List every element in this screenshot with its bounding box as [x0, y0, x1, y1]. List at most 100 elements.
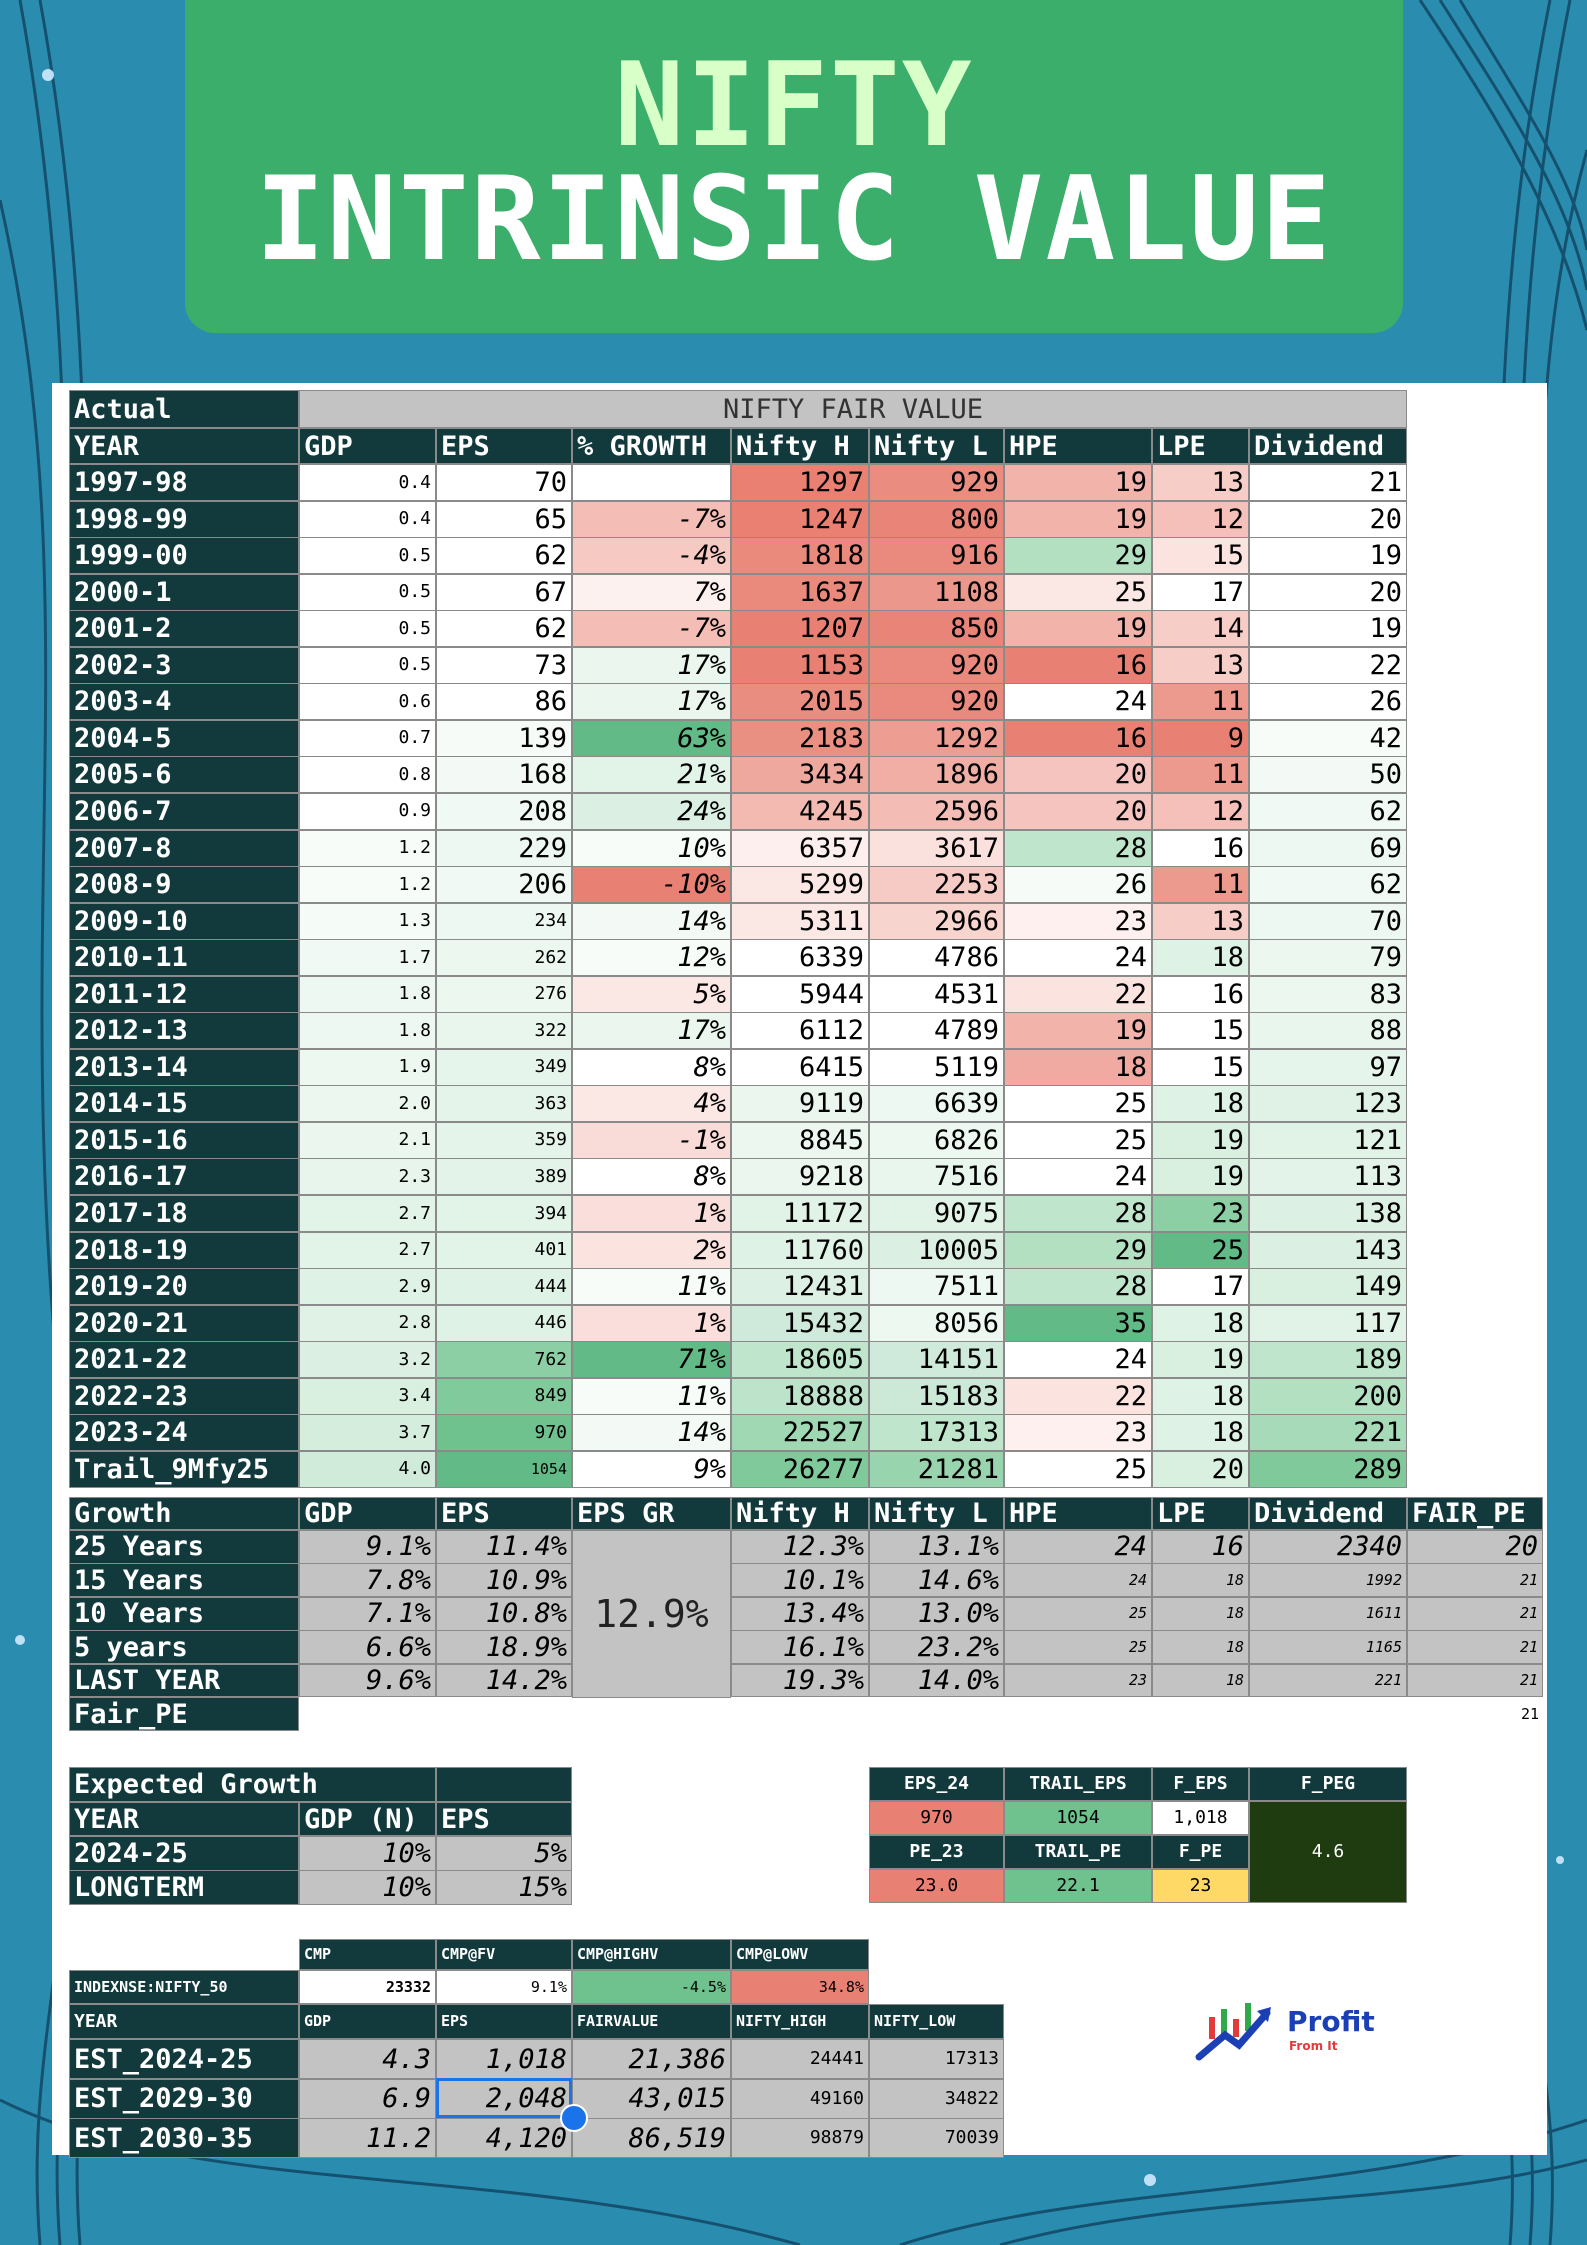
data-cell[interactable]: 0.4: [299, 464, 436, 502]
expected-cell[interactable]: 15%: [436, 1870, 572, 1905]
year-cell[interactable]: 2007-8: [69, 829, 299, 867]
cmp-header-1[interactable]: CMP@FV: [436, 1939, 572, 1970]
data-cell[interactable]: 322: [436, 1012, 572, 1050]
data-cell[interactable]: 2.7: [299, 1195, 436, 1233]
growth-cell[interactable]: 13.4%: [731, 1596, 869, 1631]
year-cell[interactable]: 2015-16: [69, 1121, 299, 1159]
growth-cell[interactable]: 14.2%: [436, 1663, 572, 1698]
data-cell[interactable]: 1818: [731, 537, 869, 575]
data-cell[interactable]: 916: [869, 537, 1004, 575]
data-cell[interactable]: 1%: [572, 1304, 731, 1342]
data-cell[interactable]: 23: [1004, 902, 1152, 940]
data-cell[interactable]: 18: [1152, 1377, 1249, 1415]
main-header-3[interactable]: % GROWTH: [572, 428, 731, 464]
data-cell[interactable]: 42: [1249, 719, 1407, 757]
data-cell[interactable]: 3434: [731, 756, 869, 794]
growth-header-3[interactable]: EPS GR: [572, 1497, 731, 1530]
f-peg-value[interactable]: 4.6: [1249, 1801, 1407, 1903]
data-cell[interactable]: 10005: [869, 1231, 1004, 1269]
growth-cell[interactable]: 18.9%: [436, 1630, 572, 1665]
year-cell[interactable]: 2020-21: [69, 1304, 299, 1342]
data-cell[interactable]: 18: [1152, 939, 1249, 977]
growth-cell[interactable]: 14.0%: [869, 1663, 1004, 1698]
growth-cell[interactable]: 19.3%: [731, 1663, 869, 1698]
est-header-2[interactable]: EPS: [436, 2004, 572, 2039]
cmp-value[interactable]: 34.8%: [731, 1970, 869, 2004]
data-cell[interactable]: 1054: [436, 1450, 572, 1488]
data-cell[interactable]: 23: [1004, 1414, 1152, 1452]
data-cell[interactable]: 17%: [572, 1012, 731, 1050]
data-cell[interactable]: 4786: [869, 939, 1004, 977]
data-cell[interactable]: 800: [869, 500, 1004, 538]
est-cell[interactable]: 98879: [731, 2118, 869, 2158]
data-cell[interactable]: 6826: [869, 1121, 1004, 1159]
data-cell[interactable]: 262: [436, 939, 572, 977]
growth-cell[interactable]: 24: [1004, 1563, 1152, 1598]
data-cell[interactable]: 0.5: [299, 573, 436, 611]
growth-cell[interactable]: 13.1%: [869, 1530, 1004, 1564]
data-cell[interactable]: 1%: [572, 1195, 731, 1233]
data-cell[interactable]: 920: [869, 683, 1004, 721]
data-cell[interactable]: 5944: [731, 975, 869, 1013]
selected-cell-outline[interactable]: [436, 2078, 572, 2118]
data-cell[interactable]: 8845: [731, 1121, 869, 1159]
data-cell[interactable]: 189: [1249, 1341, 1407, 1379]
est-row-label[interactable]: EST_2030-35: [69, 2118, 299, 2158]
data-cell[interactable]: 1247: [731, 500, 869, 538]
expected-cell[interactable]: 5%: [436, 1836, 572, 1871]
data-cell[interactable]: 1.8: [299, 1012, 436, 1050]
data-cell[interactable]: 221: [1249, 1414, 1407, 1452]
growth-header-1[interactable]: GDP: [299, 1497, 436, 1530]
eps-box-header[interactable]: TRAIL_EPS: [1004, 1767, 1152, 1801]
data-cell[interactable]: 6639: [869, 1085, 1004, 1123]
data-cell[interactable]: 62: [436, 610, 572, 648]
data-cell[interactable]: 394: [436, 1195, 572, 1233]
growth-cell[interactable]: 7.8%: [299, 1563, 436, 1598]
data-cell[interactable]: 20: [1004, 792, 1152, 830]
data-cell[interactable]: 11: [1152, 866, 1249, 904]
data-cell[interactable]: 389: [436, 1158, 572, 1196]
data-cell[interactable]: 15: [1152, 1012, 1249, 1050]
data-cell[interactable]: 850: [869, 610, 1004, 648]
year-cell[interactable]: 2010-11: [69, 939, 299, 977]
data-cell[interactable]: 1.3: [299, 902, 436, 940]
index-label[interactable]: INDEXNSE:NIFTY_50: [69, 1970, 299, 2004]
growth-cell[interactable]: 1165: [1249, 1630, 1407, 1665]
data-cell[interactable]: 1108: [869, 573, 1004, 611]
growth-cell[interactable]: 18: [1152, 1630, 1249, 1665]
main-table-corner[interactable]: Actual: [69, 390, 299, 428]
data-cell[interactable]: 24: [1004, 939, 1152, 977]
year-cell[interactable]: 2006-7: [69, 792, 299, 830]
data-cell[interactable]: 9119: [731, 1085, 869, 1123]
data-cell[interactable]: 20: [1249, 573, 1407, 611]
data-cell[interactable]: 29: [1004, 537, 1152, 575]
eps-box-value[interactable]: 23: [1152, 1869, 1249, 1903]
data-cell[interactable]: 62: [1249, 792, 1407, 830]
data-cell[interactable]: 0.5: [299, 646, 436, 684]
eps-box-value[interactable]: 23.0: [869, 1869, 1004, 1903]
year-cell[interactable]: 2004-5: [69, 719, 299, 757]
data-cell[interactable]: 25: [1004, 1121, 1152, 1159]
growth-cell[interactable]: 13.0%: [869, 1596, 1004, 1631]
year-cell[interactable]: 2011-12: [69, 975, 299, 1013]
data-cell[interactable]: 15183: [869, 1377, 1004, 1415]
data-cell[interactable]: 6339: [731, 939, 869, 977]
data-cell[interactable]: 5311: [731, 902, 869, 940]
expected-cell[interactable]: 10%: [299, 1836, 436, 1871]
data-cell[interactable]: 18605: [731, 1341, 869, 1379]
growth-header-0[interactable]: Growth: [69, 1497, 299, 1530]
eps-box-header[interactable]: F_EPS: [1152, 1767, 1249, 1801]
data-cell[interactable]: 929: [869, 464, 1004, 502]
data-cell[interactable]: 3617: [869, 829, 1004, 867]
data-cell[interactable]: 7%: [572, 573, 731, 611]
data-cell[interactable]: 9218: [731, 1158, 869, 1196]
year-cell[interactable]: 2009-10: [69, 902, 299, 940]
data-cell[interactable]: 22: [1004, 1377, 1152, 1415]
data-cell[interactable]: 24: [1004, 1341, 1152, 1379]
growth-header-7[interactable]: LPE: [1152, 1497, 1249, 1530]
est-header-1[interactable]: GDP: [299, 2004, 436, 2039]
data-cell[interactable]: 50: [1249, 756, 1407, 794]
growth-cell[interactable]: 2340: [1249, 1530, 1407, 1564]
data-cell[interactable]: 17%: [572, 683, 731, 721]
year-cell[interactable]: 2017-18: [69, 1195, 299, 1233]
